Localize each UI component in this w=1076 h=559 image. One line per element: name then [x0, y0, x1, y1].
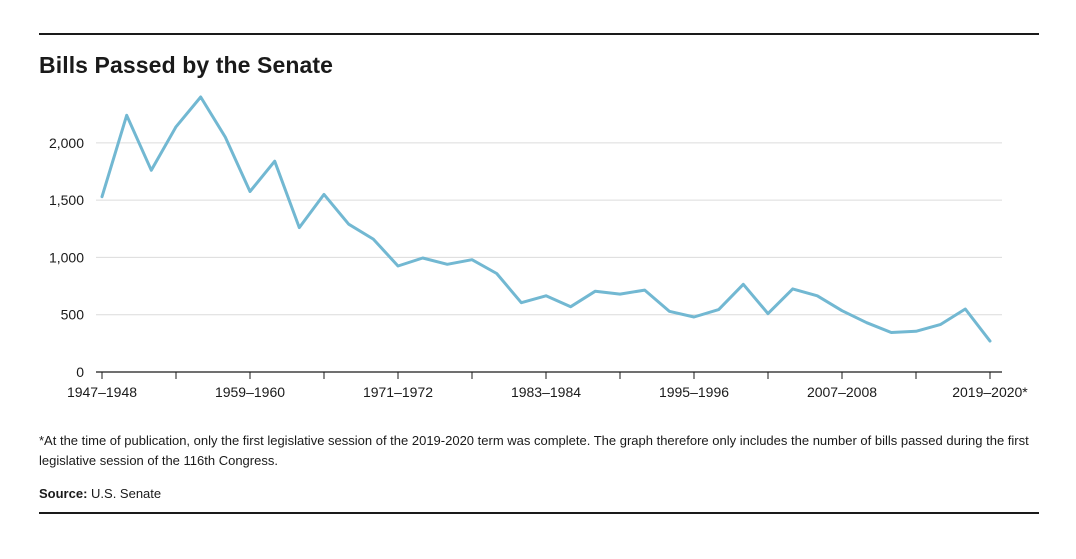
data-point — [668, 310, 671, 313]
source-text: U.S. Senate — [91, 486, 162, 501]
data-point — [101, 195, 104, 198]
data-point — [175, 125, 178, 128]
data-point — [298, 226, 301, 229]
y-tick-label: 2,000 — [49, 135, 84, 151]
data-point — [224, 136, 227, 139]
data-point — [865, 321, 868, 324]
data-point — [199, 96, 202, 99]
data-point — [569, 305, 572, 308]
y-tick-label: 0 — [76, 364, 84, 380]
gridlines — [96, 142, 1002, 316]
x-axis-labels: 1947–1948 1959–1960 1971–1972 1983–1984 1995… — [67, 384, 1028, 400]
data-point — [693, 316, 696, 319]
x-tick-label: 1983–1984 — [511, 384, 581, 400]
data-point — [841, 309, 844, 312]
data-point — [717, 308, 720, 311]
footnote: *At the time of publication, only the fi… — [39, 433, 1029, 468]
data-point — [964, 308, 967, 311]
data-point — [767, 312, 770, 315]
x-tick-label: 1971–1972 — [363, 384, 433, 400]
top-rule — [39, 33, 1039, 35]
data-point — [323, 193, 326, 196]
data-point — [643, 289, 646, 292]
data-point — [520, 301, 523, 304]
y-tick-label: 1,000 — [49, 249, 84, 265]
data-point — [791, 287, 794, 290]
data-point — [446, 263, 449, 266]
x-tick-label: 1947–1948 — [67, 384, 137, 400]
data-point — [125, 114, 128, 117]
data-point — [816, 294, 819, 297]
data-point — [594, 290, 597, 293]
source-label: Source: — [39, 486, 88, 501]
data-point — [249, 190, 252, 193]
x-axis — [96, 371, 1002, 379]
data-point — [372, 238, 375, 241]
series — [100, 95, 992, 343]
bottom-rule — [39, 512, 1039, 514]
y-tick-label: 500 — [61, 307, 85, 323]
series-line — [100, 95, 992, 343]
data-point — [915, 330, 918, 333]
data-point — [150, 169, 153, 172]
chart-title: Bills Passed by the Senate — [39, 52, 334, 78]
y-axis-labels: 0 500 1,000 1,500 2,000 — [49, 135, 84, 380]
data-point — [495, 272, 498, 275]
x-tick-label: 1959–1960 — [215, 384, 285, 400]
data-point — [989, 340, 992, 343]
data-point — [742, 283, 745, 286]
x-tick-label: 2019–2020* — [952, 384, 1028, 400]
data-point — [545, 294, 548, 297]
source-line: Source: U.S. Senate — [39, 486, 161, 501]
data-point — [471, 258, 474, 261]
data-point — [347, 223, 350, 226]
data-point — [397, 265, 400, 268]
data-point — [619, 293, 622, 296]
y-tick-label: 1,500 — [49, 192, 84, 208]
data-point — [939, 323, 942, 326]
data-point — [273, 160, 276, 163]
data-point — [421, 257, 424, 260]
x-tick-label: 1995–1996 — [659, 384, 729, 400]
data-point — [890, 331, 893, 334]
x-tick-label: 2007–2008 — [807, 384, 877, 400]
